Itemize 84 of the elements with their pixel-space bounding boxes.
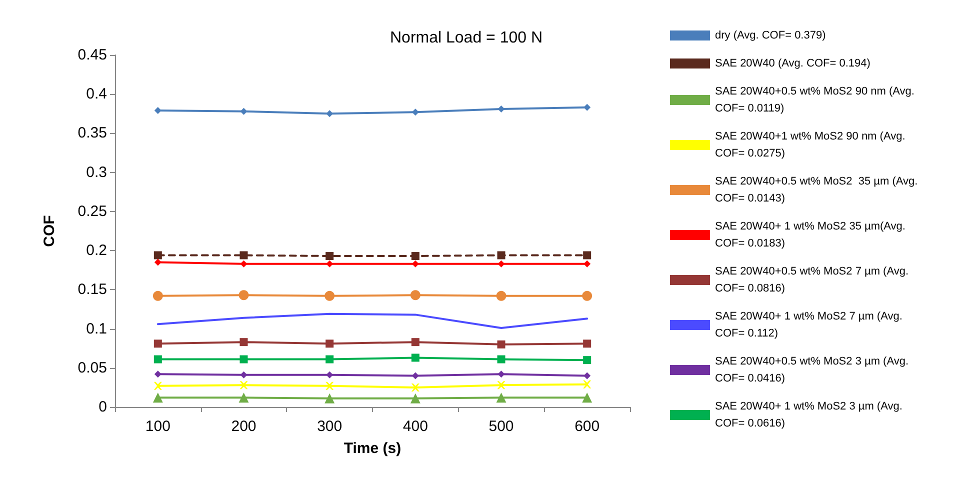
point bbox=[326, 371, 334, 378]
text: Normal Load = 100 N bbox=[390, 30, 543, 46]
point bbox=[583, 380, 592, 388]
point bbox=[411, 383, 420, 392]
point bbox=[412, 372, 419, 380]
point bbox=[411, 338, 420, 346]
point bbox=[498, 370, 505, 378]
point bbox=[412, 260, 419, 268]
point bbox=[154, 258, 162, 266]
y-tick-label: 0.45 bbox=[78, 46, 107, 64]
x-axis-title: Time (s) bbox=[344, 440, 402, 457]
point bbox=[240, 355, 248, 364]
point bbox=[410, 393, 420, 404]
point bbox=[497, 355, 506, 364]
point bbox=[324, 290, 335, 301]
x-tick-label: 300 bbox=[317, 418, 342, 435]
point bbox=[240, 371, 248, 378]
legend-label: SAE 20W40+0.5 wt% MoS2 3 µm (Avg. COF= 0.0416) bbox=[715, 356, 912, 384]
legend-label: SAE 20W40+0.5 wt% MoS2 90 nm (Avg. COF= 0.0119) bbox=[715, 86, 918, 114]
legend-label: SAE 20W40 (Avg. COF= 0.194) bbox=[715, 58, 870, 70]
x-tick-label: 600 bbox=[574, 418, 600, 435]
point bbox=[583, 251, 592, 260]
point bbox=[497, 340, 506, 348]
point bbox=[498, 105, 505, 112]
point bbox=[326, 260, 334, 268]
y-axis-title: COF bbox=[41, 215, 58, 247]
point bbox=[583, 356, 592, 364]
y-tick-label: 0.3 bbox=[86, 164, 107, 181]
point bbox=[497, 381, 506, 390]
point bbox=[324, 393, 335, 404]
point bbox=[498, 260, 505, 268]
point bbox=[326, 355, 334, 364]
legend-label: SAE 20W40+0.5 wt% MoS2 7 µm (Avg. COF= 0.0816) bbox=[715, 266, 912, 294]
legend-label: SAE 20W40+ 1 wt% MoS2 3 µm (Avg. COF= 0.0616) bbox=[715, 400, 906, 430]
point bbox=[240, 108, 248, 115]
point bbox=[326, 110, 334, 118]
y-tick-label: 0.15 bbox=[78, 281, 107, 298]
point bbox=[584, 260, 591, 268]
point bbox=[154, 355, 162, 364]
point bbox=[154, 107, 162, 114]
y-tick-label: 0 bbox=[98, 398, 107, 416]
legend-label: SAE 20W40+0.5 wt% MoS2 35 µm (Avg. COF= 0.0143) bbox=[715, 176, 921, 204]
legend-label: SAE 20W40+ 1 wt% MoS2 7 µm (Avg. COF= 0.112) bbox=[715, 310, 906, 340]
point bbox=[238, 290, 249, 300]
point bbox=[496, 290, 506, 301]
point bbox=[326, 340, 334, 348]
point bbox=[582, 392, 592, 403]
y-tick-label: 0.35 bbox=[78, 124, 107, 142]
point bbox=[154, 370, 162, 378]
point bbox=[410, 290, 420, 300]
point bbox=[584, 104, 591, 111]
point bbox=[240, 381, 248, 390]
point bbox=[582, 290, 592, 301]
point bbox=[411, 252, 420, 260]
point bbox=[154, 382, 162, 390]
point bbox=[584, 372, 591, 380]
point bbox=[154, 251, 162, 260]
point bbox=[411, 354, 420, 362]
point bbox=[496, 392, 506, 403]
x-tick-label: 100 bbox=[145, 418, 170, 435]
y-tick-label: 0.4 bbox=[86, 86, 107, 103]
y-tick-label: 0.1 bbox=[86, 320, 107, 338]
point bbox=[326, 252, 334, 260]
point bbox=[497, 251, 506, 260]
legend-label: SAE 20W40+ 1 wt% MoS2 35 µm(Avg. COF= 0.0183) bbox=[715, 220, 909, 250]
point bbox=[326, 382, 334, 390]
point bbox=[412, 108, 419, 116]
point bbox=[238, 392, 249, 403]
x-tick-label: 500 bbox=[488, 418, 514, 435]
x-tick-label: 200 bbox=[231, 418, 256, 435]
y-tick-label: 0.05 bbox=[78, 359, 107, 376]
point bbox=[240, 260, 248, 268]
point bbox=[154, 340, 162, 348]
y-tick-label: 0.2 bbox=[86, 242, 107, 260]
legend-label: SAE 20W40+1 wt% MoS2 90 nm (Avg. COF= 0.0275) bbox=[715, 130, 908, 160]
legend-label: dry (Avg. COF= 0.379) bbox=[715, 30, 826, 42]
point bbox=[152, 392, 163, 403]
point bbox=[583, 340, 592, 348]
point bbox=[240, 251, 248, 260]
point bbox=[240, 338, 248, 346]
point bbox=[152, 290, 163, 301]
line-series bbox=[156, 312, 588, 329]
x-tick-label: 400 bbox=[402, 418, 428, 435]
y-tick-label: 0.25 bbox=[78, 202, 107, 220]
